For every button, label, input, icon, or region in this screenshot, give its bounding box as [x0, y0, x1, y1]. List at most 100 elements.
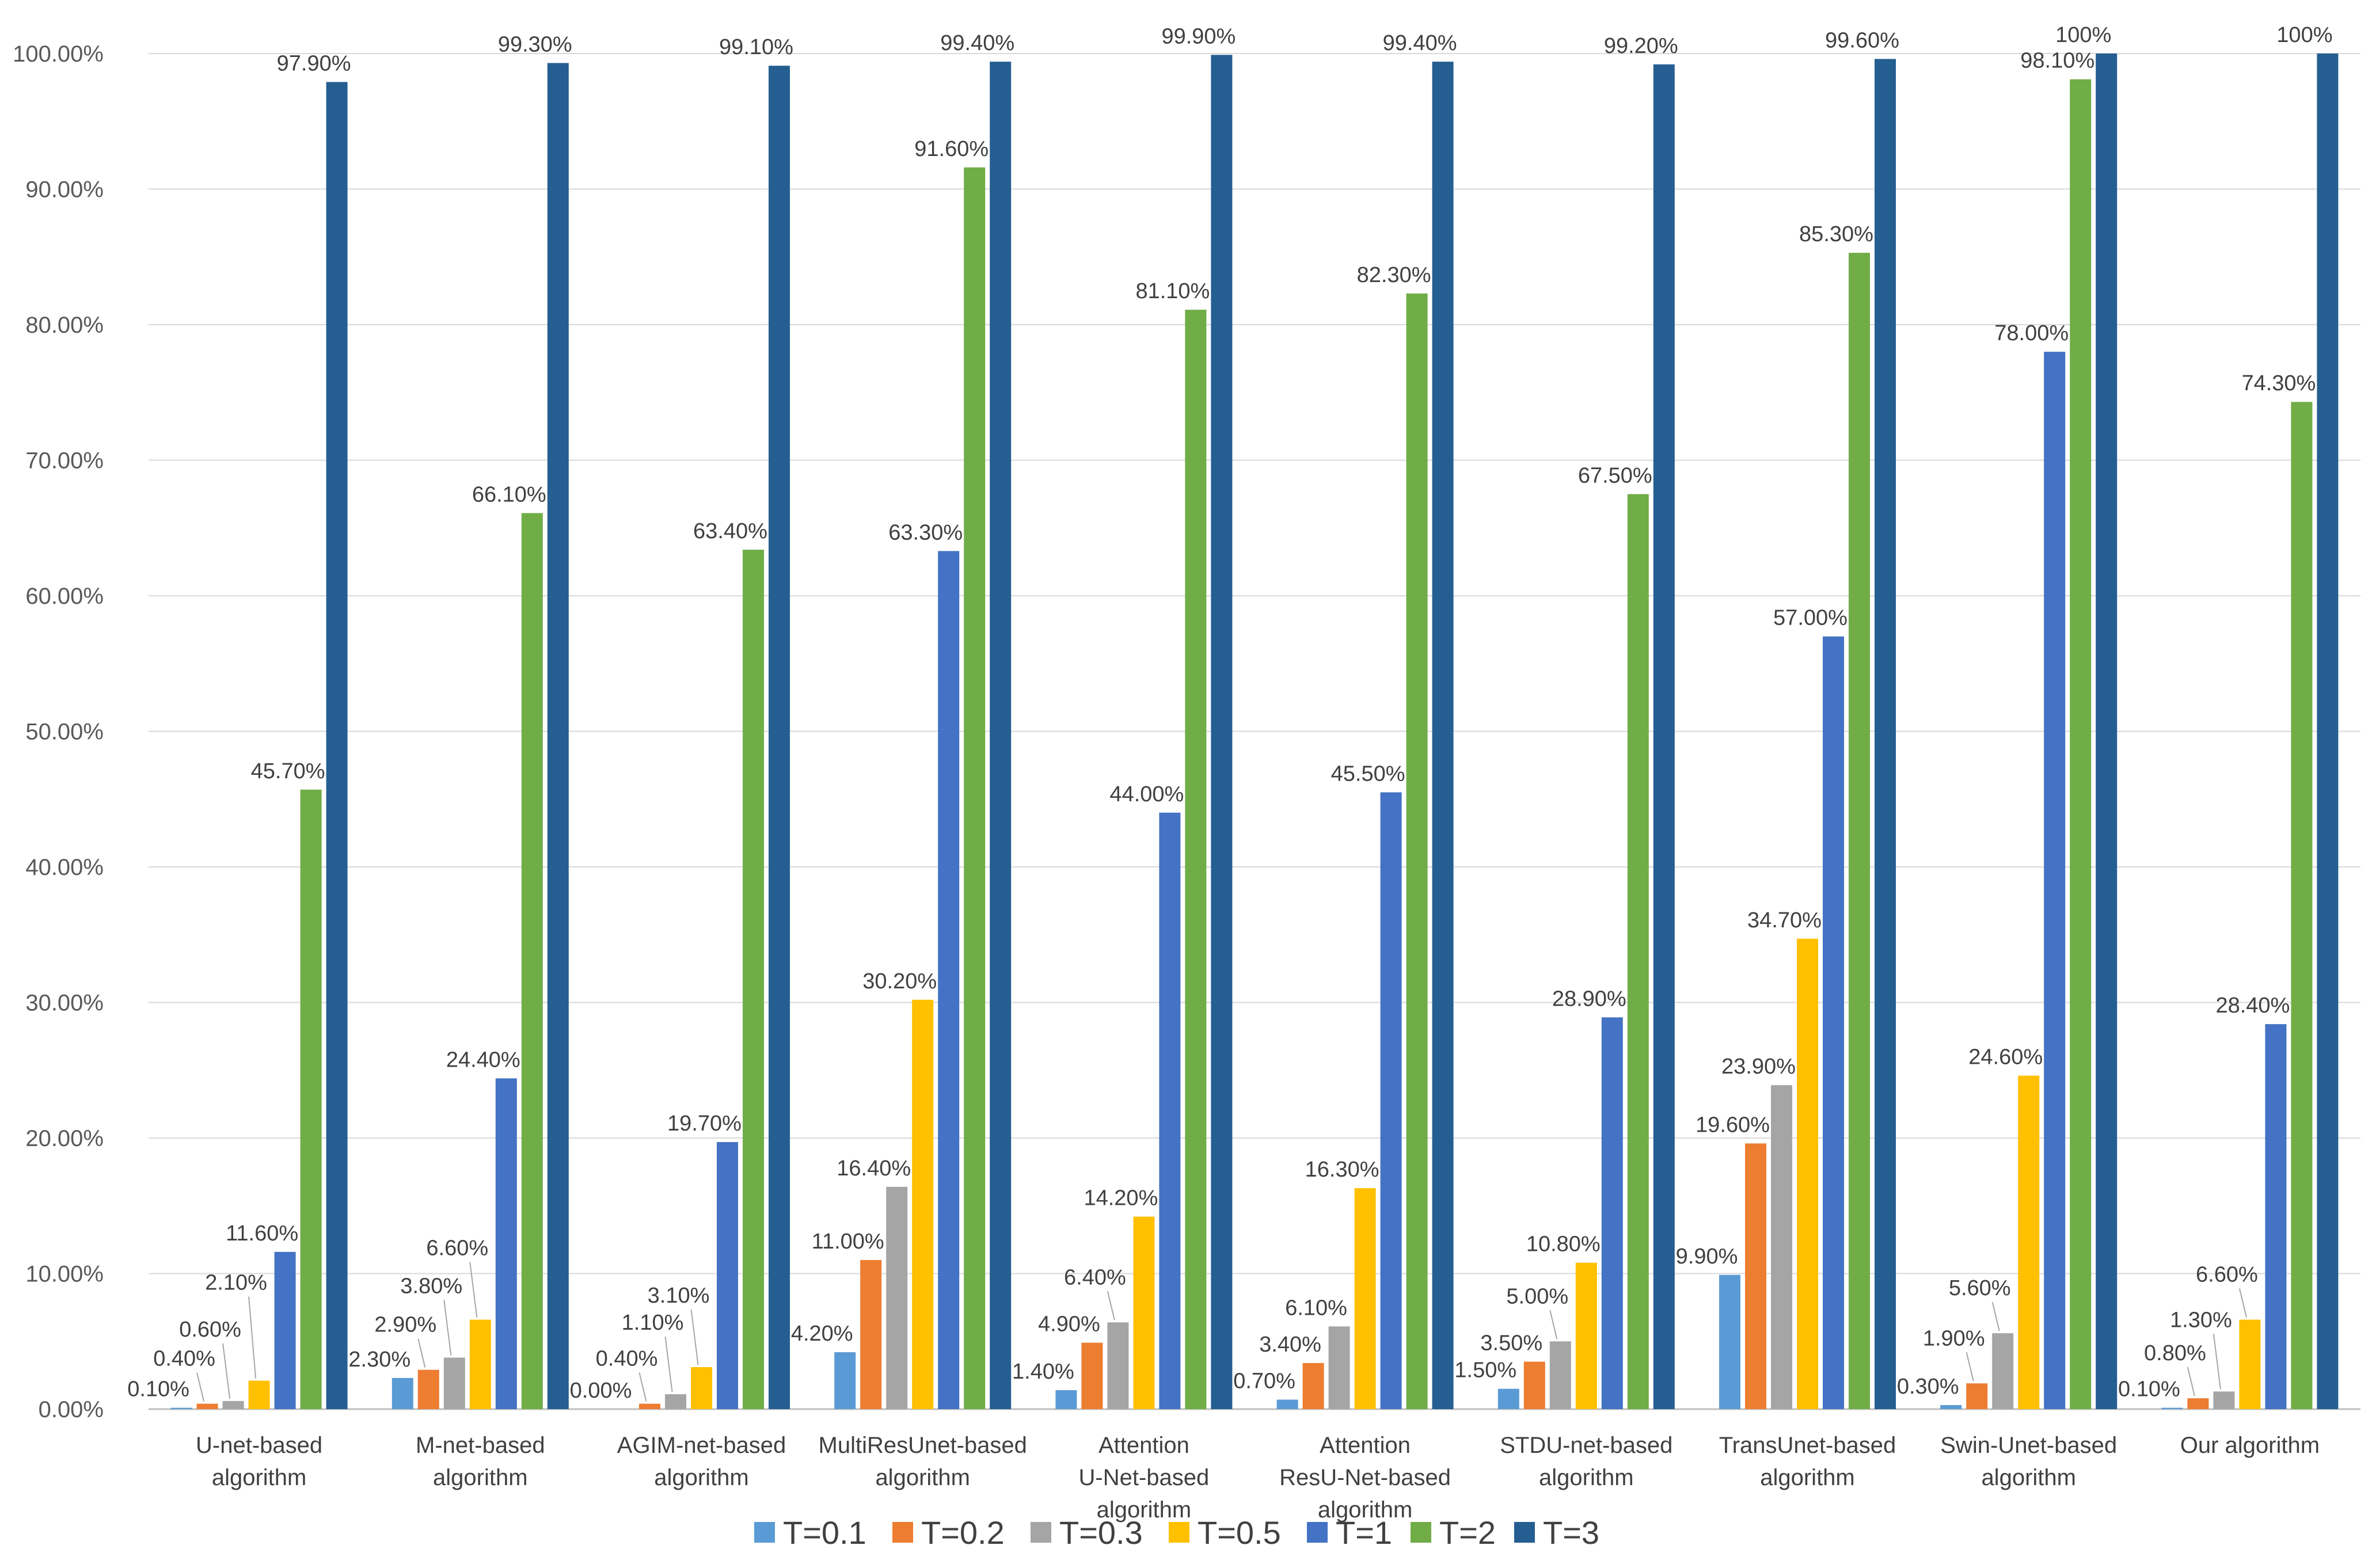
bar: [2044, 352, 2066, 1409]
data-label: 99.60%: [1825, 28, 1899, 52]
data-label: 100%: [2276, 23, 2332, 47]
category-label: U-Net-based: [1079, 1465, 1210, 1490]
data-label: 6.60%: [2196, 1263, 2258, 1287]
y-tick-label: 0.00%: [39, 1397, 104, 1422]
leader-line: [2213, 1334, 2221, 1390]
data-label: 5.00%: [1506, 1284, 1568, 1308]
bar: [1133, 1216, 1155, 1409]
bar: [1966, 1383, 1988, 1409]
bar: [964, 167, 986, 1409]
bar: [769, 66, 790, 1409]
category-label: Our algorithm: [2180, 1433, 2320, 1458]
data-label: 99.30%: [498, 32, 572, 56]
bar: [1354, 1188, 1376, 1409]
bar: [2161, 1407, 2183, 1409]
leader-line: [196, 1372, 205, 1402]
data-label: 67.50%: [1578, 463, 1652, 488]
data-label: 4.90%: [1038, 1312, 1100, 1337]
bar: [222, 1400, 244, 1409]
data-label: 82.30%: [1357, 263, 1431, 287]
bar: [912, 999, 934, 1409]
bar: [2096, 54, 2118, 1409]
bar: [1523, 1361, 1545, 1409]
data-label: 44.00%: [1109, 782, 1184, 806]
legend-swatch: [754, 1522, 775, 1543]
category-label: ResU-Net-based: [1279, 1465, 1451, 1490]
bar: [1849, 253, 1870, 1409]
bar: [1432, 62, 1454, 1410]
legend-label: T=2: [1439, 1514, 1496, 1551]
data-label: 3.50%: [1480, 1331, 1542, 1356]
bar: [1719, 1274, 1740, 1409]
data-label: 2.10%: [205, 1271, 267, 1295]
leader-line: [1966, 1352, 1974, 1381]
data-label: 63.40%: [693, 519, 767, 543]
data-label: 99.40%: [940, 31, 1014, 55]
x-axis-categories: U-net-based algorithm M-net-based algorithm…: [196, 1433, 2320, 1523]
bar: [1302, 1363, 1324, 1409]
legend-swatch: [1031, 1522, 1051, 1543]
leader-line: [690, 1309, 699, 1365]
bar: [248, 1380, 270, 1409]
data-label: 2.30%: [348, 1348, 410, 1372]
data-label: 6.10%: [1285, 1296, 1347, 1320]
category-label: M-net-based: [416, 1433, 545, 1458]
data-label: 99.20%: [1604, 34, 1678, 58]
category-label: Swin-Unet-based: [1940, 1433, 2117, 1458]
bar: [717, 1142, 738, 1409]
leader-line: [1991, 1301, 2000, 1331]
legend-swatch: [1411, 1522, 1431, 1543]
legend-label: T=0.3: [1059, 1514, 1143, 1551]
legend-swatch: [1514, 1522, 1535, 1543]
bar: [1328, 1326, 1350, 1409]
leader-lines: [196, 1262, 2247, 1402]
category-label: MultiResUnet-based: [819, 1433, 1027, 1458]
bar: [326, 82, 348, 1409]
bars: [170, 54, 2339, 1410]
data-label: 97.90%: [277, 51, 351, 75]
data-label: 0.10%: [127, 1377, 189, 1402]
data-label: 3.10%: [648, 1284, 710, 1308]
leader-line: [248, 1296, 257, 1379]
leader-line: [1107, 1291, 1115, 1320]
bar: [938, 551, 960, 1410]
leader-line: [1549, 1310, 1558, 1339]
y-tick-label: 50.00%: [25, 720, 104, 745]
bar: [300, 789, 322, 1409]
data-labels: 0.10% 0.40% 0.60% 2.10% 11.60% 45.70% 97.90% 2.…: [127, 23, 2332, 1403]
leader-line: [222, 1343, 231, 1399]
bar: [196, 1403, 218, 1409]
y-axis-ticks: 0.00% 10.00% 20.00% 30.00% 40.00% 50.00% 60.00…: [13, 41, 104, 1422]
category-label: algorithm: [654, 1465, 749, 1490]
data-label: 16.40%: [837, 1156, 911, 1181]
bar: [1771, 1085, 1792, 1409]
bar: [990, 62, 1012, 1410]
data-label: 0.80%: [2144, 1341, 2206, 1365]
data-label: 24.60%: [1968, 1045, 2043, 1070]
bar: [2213, 1391, 2235, 1409]
bar: [2265, 1024, 2287, 1409]
y-tick-label: 70.00%: [25, 448, 104, 474]
data-label: 14.20%: [1084, 1186, 1158, 1211]
y-tick-label: 60.00%: [25, 584, 104, 609]
data-label: 57.00%: [1773, 606, 1848, 630]
bar: [2239, 1319, 2261, 1409]
bar: [639, 1403, 660, 1409]
bar: [1940, 1405, 1962, 1409]
bar: [2317, 54, 2339, 1409]
bar: [1406, 293, 1428, 1410]
data-label: 6.40%: [1064, 1265, 1126, 1289]
data-label: 81.10%: [1135, 279, 1210, 303]
data-label: 30.20%: [862, 969, 937, 994]
data-label: 24.40%: [446, 1048, 520, 1072]
bar: [1797, 938, 1818, 1409]
category-label: algorithm: [212, 1465, 307, 1490]
bar: [1380, 792, 1402, 1409]
bar: [691, 1367, 712, 1409]
data-label: 91.60%: [914, 137, 989, 161]
data-label: 0.40%: [596, 1347, 658, 1371]
y-tick-label: 20.00%: [25, 1126, 104, 1151]
data-label: 74.30%: [2241, 371, 2316, 395]
y-tick-label: 30.00%: [25, 991, 104, 1016]
